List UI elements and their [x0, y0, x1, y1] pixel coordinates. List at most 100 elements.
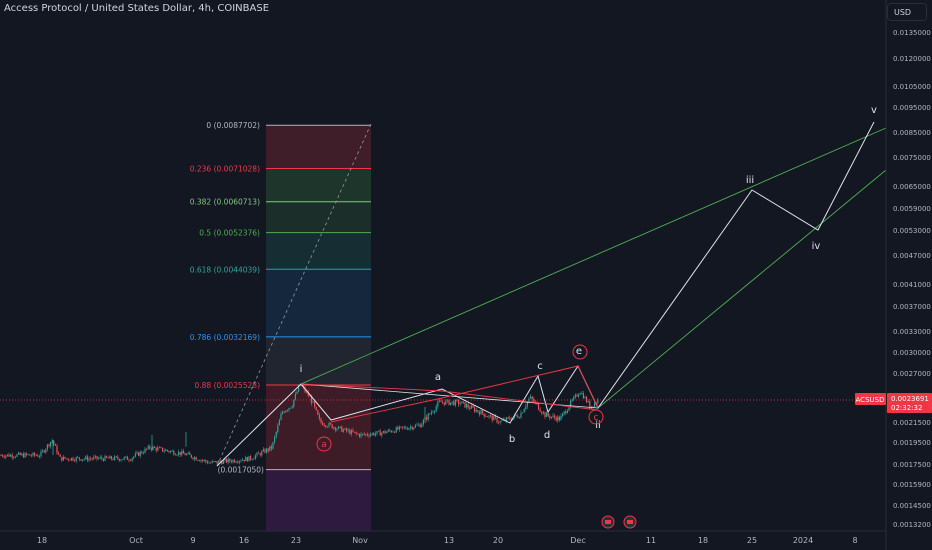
candle-body	[427, 413, 429, 420]
candle-body	[410, 426, 412, 428]
candle-body	[582, 393, 584, 399]
candle-body	[211, 461, 213, 463]
candle-body	[21, 453, 23, 455]
price-axis-panel	[886, 0, 932, 550]
candle-body	[166, 449, 168, 451]
last-price-tag	[887, 393, 932, 413]
candle-body	[190, 454, 192, 458]
candle-body	[338, 426, 340, 429]
symbol-price-tag	[855, 393, 886, 405]
fib-projection-line	[216, 123, 372, 467]
currency-selector[interactable]: USD	[887, 3, 927, 21]
candle-body	[341, 426, 343, 432]
last-price-value: 0.0023691	[891, 395, 929, 403]
candle-body	[405, 427, 407, 429]
candle-body	[558, 416, 560, 421]
candle-body	[587, 401, 589, 403]
candle-body	[205, 460, 207, 462]
candle-body	[467, 404, 469, 408]
candle-body	[162, 447, 164, 452]
candle-body	[382, 431, 384, 433]
fib-level-label: 0.5 (0.0052376)	[199, 229, 260, 238]
candle-body	[400, 426, 402, 428]
candle-body	[539, 409, 541, 412]
candle-body	[253, 458, 255, 460]
fib-level-label: (0.0017050)	[218, 466, 264, 475]
candle-body	[370, 434, 372, 437]
candle-body	[38, 456, 40, 458]
candle-body	[464, 401, 466, 408]
y-tick-label: 0.0041000	[893, 281, 931, 289]
candle-body	[106, 456, 108, 458]
candle-body	[171, 450, 173, 452]
candle-body	[280, 413, 282, 421]
candle-body	[186, 454, 188, 456]
candle-body	[334, 427, 336, 430]
candle-body	[435, 406, 437, 411]
candle-body	[206, 461, 208, 464]
candle-body	[131, 458, 133, 461]
fib-band	[266, 269, 371, 337]
y-tick-label: 0.0017500	[893, 461, 931, 469]
candle-body	[515, 415, 517, 416]
symbol-tag-label: ACSUSD	[856, 396, 885, 404]
candle-body	[238, 460, 240, 463]
candle-body	[221, 461, 223, 464]
candle-body	[451, 401, 453, 403]
candle-body	[251, 459, 253, 461]
fib-band	[266, 232, 371, 270]
candle-body	[70, 457, 72, 461]
x-tick-label: 11	[646, 536, 656, 545]
candle-body	[83, 458, 85, 460]
candle-body	[371, 433, 373, 435]
candle-body	[589, 401, 591, 409]
candle-body	[387, 429, 389, 432]
candle-body	[554, 415, 556, 418]
candle-body	[522, 412, 524, 414]
wave-label: c	[537, 361, 543, 372]
x-tick-label: Oct	[129, 536, 143, 545]
x-tick-label: 9	[190, 536, 195, 545]
candle-body	[501, 420, 503, 422]
candle-body	[90, 458, 92, 460]
candle-body	[242, 459, 244, 461]
candle-body	[323, 425, 325, 426]
candle-body	[77, 457, 79, 459]
candle-body	[446, 399, 448, 401]
candle-body	[507, 417, 509, 419]
candle-body	[566, 410, 568, 414]
candle-body	[155, 447, 157, 451]
candle-body	[274, 436, 276, 443]
candle-body	[565, 411, 567, 414]
candle-body	[344, 428, 346, 430]
candle-body	[157, 447, 159, 451]
candle-body	[422, 419, 424, 425]
candle-body	[138, 452, 140, 456]
candle-body	[222, 460, 224, 464]
candle-body	[475, 409, 477, 412]
candle-body	[208, 462, 210, 464]
corrective-wave-lower	[330, 365, 579, 423]
candle-body	[189, 452, 191, 455]
candle-body	[86, 456, 88, 461]
event-flag-icon	[627, 520, 633, 524]
candle-body	[226, 458, 228, 463]
candle-body	[331, 424, 333, 429]
candle-body	[379, 430, 381, 436]
candle-body	[437, 401, 439, 407]
candle-body	[520, 413, 522, 418]
candle-body	[173, 450, 175, 455]
y-tick-label: 0.0027000	[893, 370, 931, 378]
candle-body	[128, 459, 130, 461]
candle-body	[498, 422, 500, 424]
candle-body	[134, 453, 136, 457]
candle-body	[14, 456, 16, 458]
candle-body	[523, 409, 525, 413]
y-tick-label: 0.0033000	[893, 328, 931, 336]
candle-body	[544, 412, 546, 418]
candle-body	[182, 450, 184, 454]
candle-body	[72, 457, 74, 461]
candle-body	[74, 460, 76, 462]
